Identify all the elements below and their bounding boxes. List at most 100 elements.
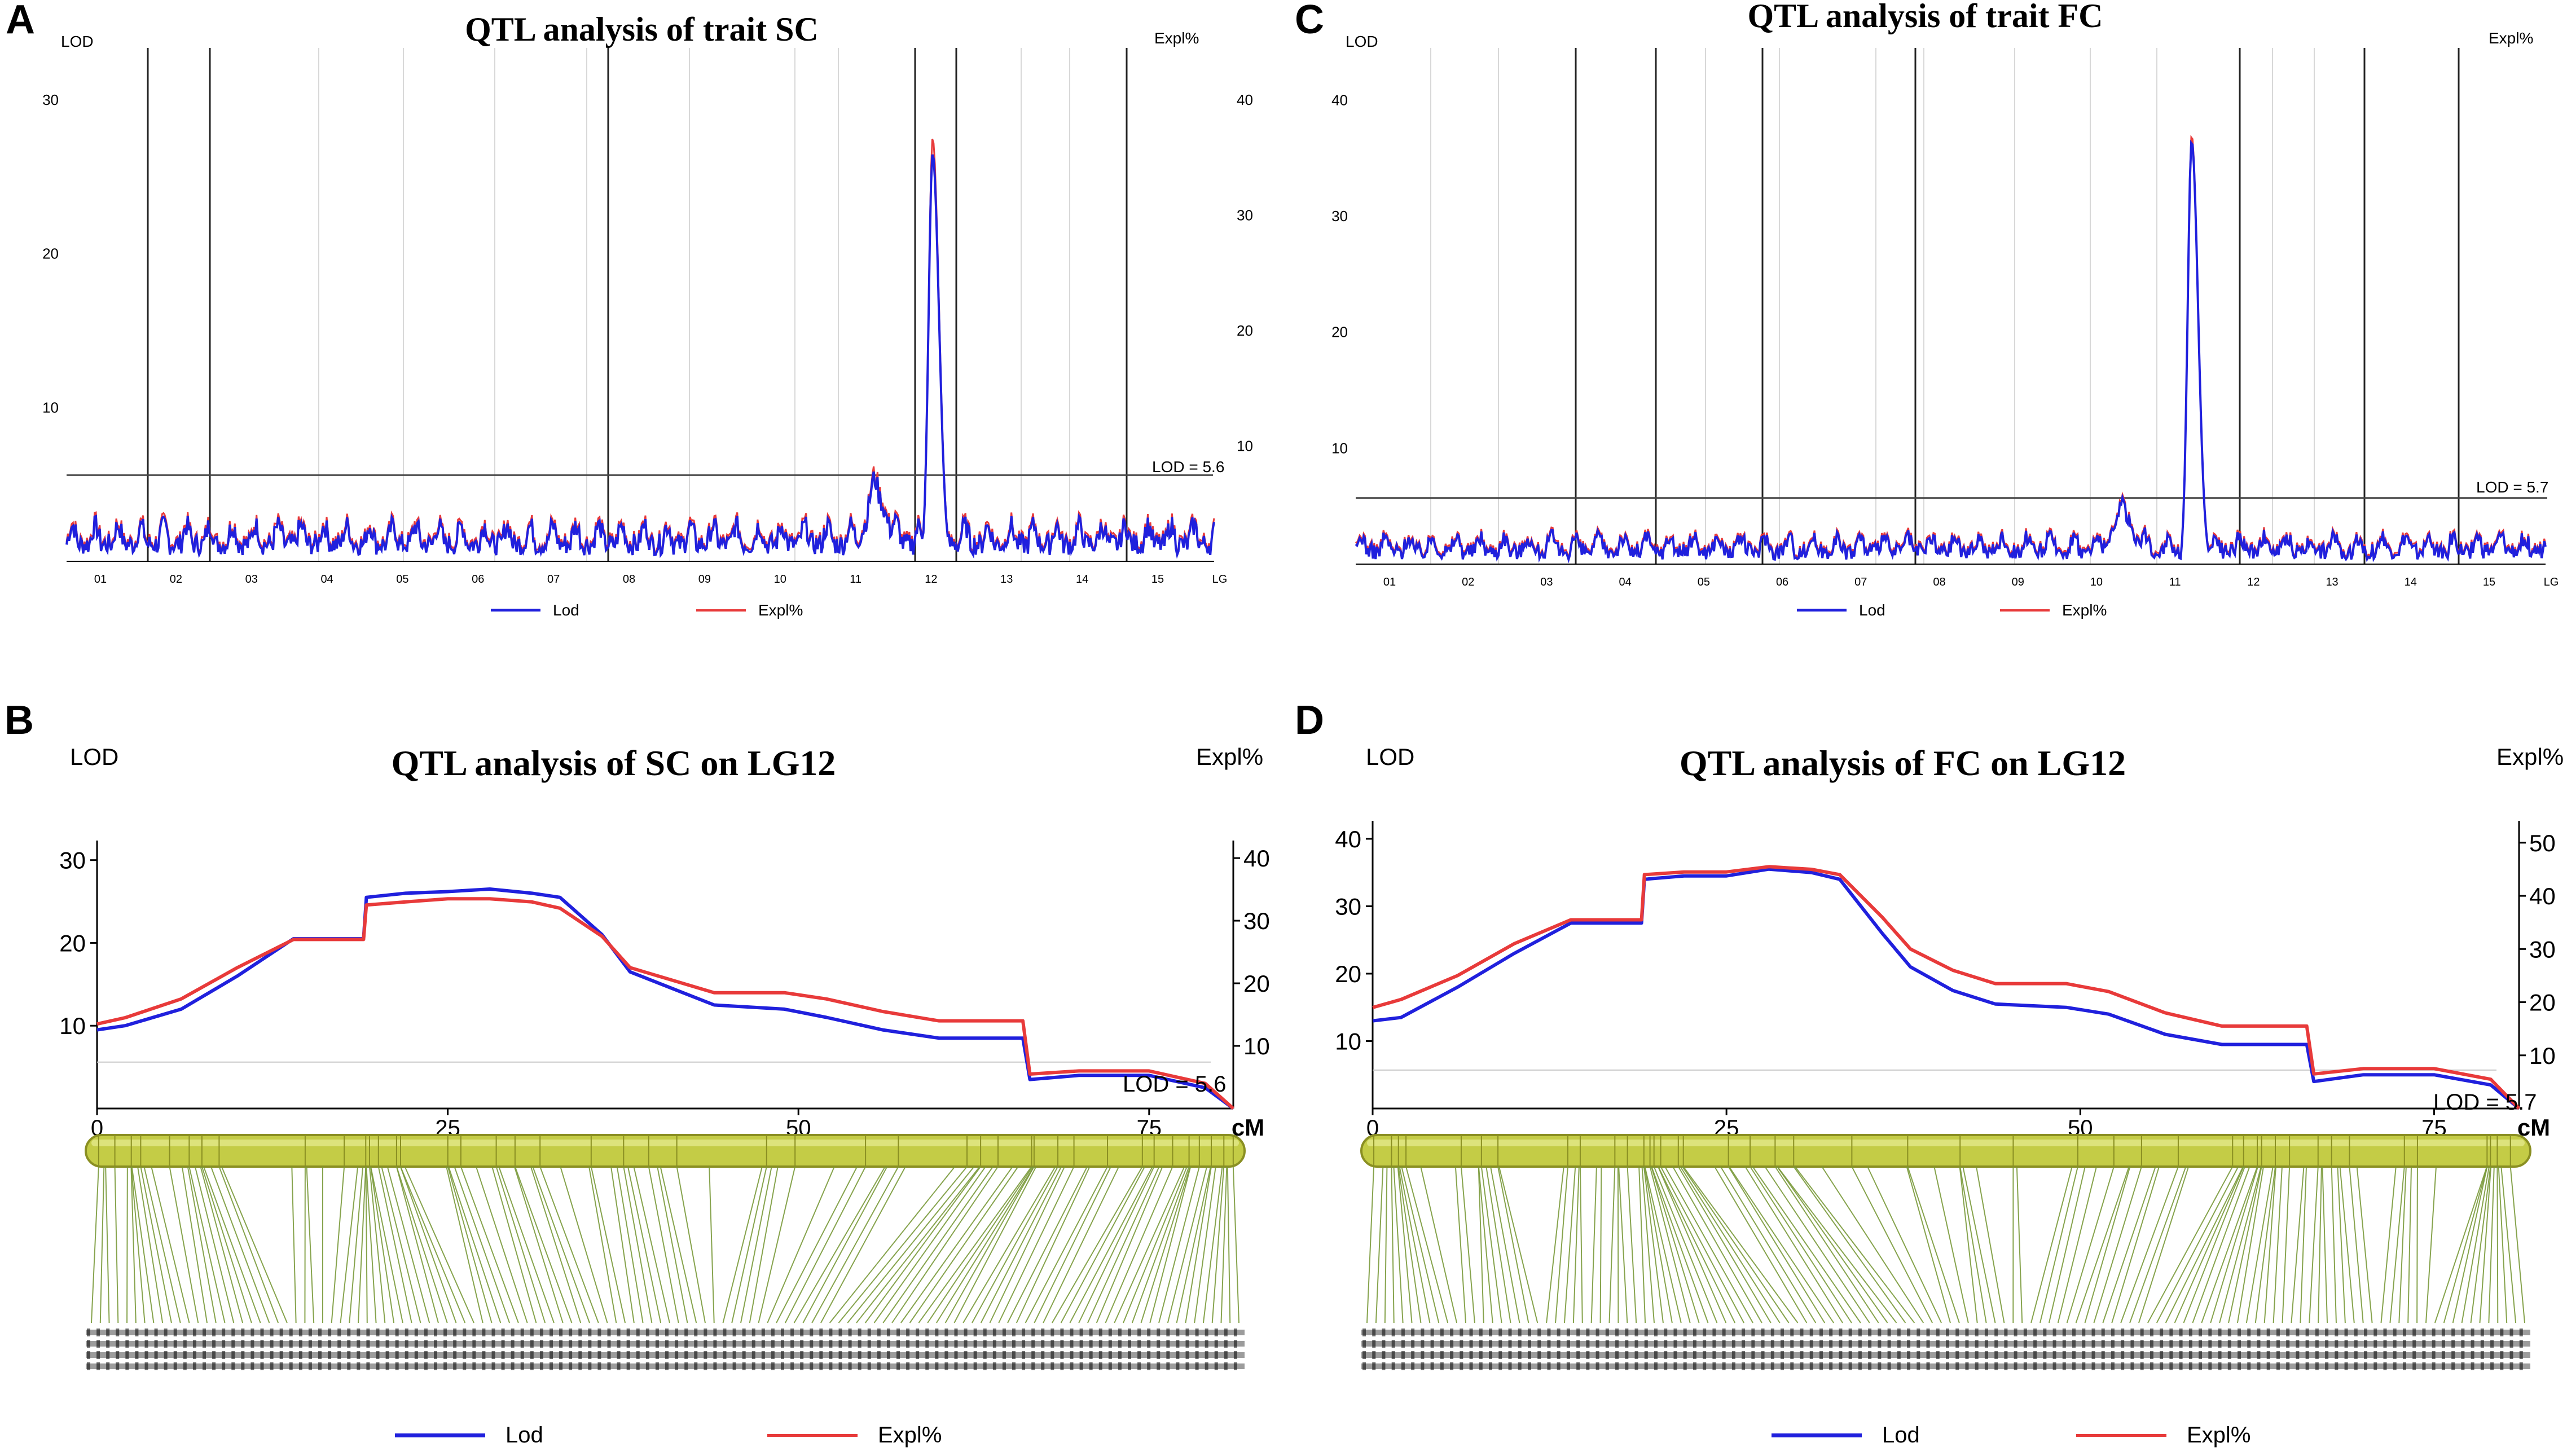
marker-name-glyph xyxy=(1508,1329,1512,1336)
marker-link-line xyxy=(1202,1166,1223,1323)
marker-name-glyph xyxy=(810,1340,814,1348)
marker-name-glyph xyxy=(1498,1362,1502,1370)
marker-name-glyph xyxy=(1742,1351,1746,1359)
marker-name-glyph xyxy=(800,1340,804,1348)
marker-link-line xyxy=(2309,1166,2319,1323)
marker-name-glyph xyxy=(2111,1340,2115,1348)
marker-link-line xyxy=(1007,1166,1088,1323)
marker-name-glyph xyxy=(1615,1340,1619,1348)
marker-name-glyph xyxy=(1586,1329,1590,1336)
marker-name-glyph xyxy=(222,1340,226,1348)
x-tick-label: LG xyxy=(1212,573,1228,586)
marker-name-glyph xyxy=(1440,1329,1444,1336)
marker-name-glyph xyxy=(2014,1351,2017,1359)
marker-name-glyph xyxy=(2471,1362,2474,1370)
marker-name-glyph xyxy=(260,1362,264,1370)
marker-link-line xyxy=(2210,1166,2259,1323)
marker-name-glyph xyxy=(954,1340,958,1348)
marker-link-line xyxy=(1617,1166,1619,1323)
x-tick-label: 11 xyxy=(850,573,861,586)
marker-name-glyph xyxy=(617,1362,621,1370)
marker-name-glyph xyxy=(1233,1351,1237,1359)
marker-name-glyph xyxy=(2286,1362,2290,1370)
marker-link-line xyxy=(2356,1166,2373,1323)
marker-link-line xyxy=(1194,1166,1216,1323)
marker-name-glyph xyxy=(1887,1329,1891,1336)
marker-link-line xyxy=(873,1166,986,1323)
marker-name-glyph xyxy=(1527,1329,1531,1336)
marker-name-glyph xyxy=(357,1351,361,1359)
marker-name-glyph xyxy=(1878,1351,1882,1359)
marker-name-glyph xyxy=(2335,1351,2339,1359)
marker-name-glyph xyxy=(2130,1351,2134,1359)
marker-name-glyph xyxy=(1703,1340,1707,1348)
marker-name-glyph xyxy=(2150,1329,2153,1336)
marker-name-glyph xyxy=(2461,1340,2465,1348)
marker-name-glyph xyxy=(173,1362,177,1370)
marker-name-glyph xyxy=(925,1340,929,1348)
marker-name-glyph xyxy=(376,1329,380,1336)
marker-name-glyph xyxy=(1984,1340,1988,1348)
marker-name-glyph xyxy=(87,1329,90,1336)
marker-name-glyph xyxy=(2130,1329,2134,1336)
marker-name-glyph xyxy=(2412,1351,2416,1359)
marker-name-glyph xyxy=(1401,1362,1405,1370)
marker-link-line xyxy=(2443,1166,2488,1323)
marker-name-glyph xyxy=(761,1329,765,1336)
marker-name-glyph xyxy=(308,1340,312,1348)
marker-name-glyph xyxy=(2238,1329,2241,1336)
marker-name-glyph xyxy=(116,1329,120,1336)
marker-name-glyph xyxy=(1166,1340,1170,1348)
marker-name-glyph xyxy=(800,1362,804,1370)
marker-name-glyph xyxy=(414,1340,418,1348)
marker-name-glyph xyxy=(491,1329,495,1336)
y-tick-left: 30 xyxy=(59,847,86,874)
marker-name-glyph xyxy=(1362,1329,1366,1336)
marker-name-glyph xyxy=(1537,1340,1541,1348)
marker-name-glyph xyxy=(1742,1340,1746,1348)
marker-name-glyph xyxy=(1079,1329,1083,1336)
marker-name-glyph xyxy=(328,1329,332,1336)
marker-name-glyph xyxy=(2004,1329,2008,1336)
marker-name-glyph xyxy=(1166,1329,1170,1336)
marker-name-glyph xyxy=(1031,1340,1035,1348)
marker-name-glyph xyxy=(1382,1340,1386,1348)
marker-link-line xyxy=(627,1166,662,1323)
y-tick-right: 30 xyxy=(1243,908,1270,934)
marker-name-glyph xyxy=(935,1329,939,1336)
marker-name-glyph xyxy=(1946,1329,1949,1336)
x-tick-label: 01 xyxy=(94,573,107,586)
marker-name-glyph xyxy=(1391,1329,1395,1336)
marker-name-glyph xyxy=(2023,1329,2027,1336)
marker-name-glyph xyxy=(1615,1329,1619,1336)
marker-name-glyph xyxy=(1147,1340,1151,1348)
marker-name-glyph xyxy=(1673,1329,1677,1336)
marker-name-glyph xyxy=(1098,1351,1102,1359)
marker-link-line xyxy=(776,1166,858,1323)
marker-name-glyph xyxy=(2043,1329,2047,1336)
legend-expl: Expl% xyxy=(767,1422,942,1448)
marker-name-glyph xyxy=(1878,1329,1882,1336)
marker-link-line xyxy=(2349,1166,2364,1323)
marker-name-glyph xyxy=(2286,1351,2290,1359)
marker-name-glyph xyxy=(1031,1362,1035,1370)
marker-name-glyph xyxy=(2247,1351,2251,1359)
marker-name-glyph xyxy=(279,1351,283,1359)
threshold-label: LOD = 5.6 xyxy=(1152,458,1225,476)
marker-name-glyph xyxy=(742,1351,746,1359)
marker-name-glyph xyxy=(1984,1351,1988,1359)
marker-link-line xyxy=(1680,1166,1781,1323)
marker-name-glyph xyxy=(896,1362,900,1370)
marker-name-glyph xyxy=(520,1362,524,1370)
marker-name-glyph xyxy=(1781,1329,1784,1336)
marker-link-line xyxy=(1480,1166,1502,1323)
marker-name-glyph xyxy=(289,1329,293,1336)
marker-name-glyph xyxy=(414,1329,418,1336)
marker-name-glyph xyxy=(559,1351,563,1359)
marker-name-glyph xyxy=(886,1362,890,1370)
marker-name-glyph xyxy=(1770,1340,1774,1348)
marker-name-glyph xyxy=(925,1362,929,1370)
marker-name-glyph xyxy=(2364,1329,2368,1336)
marker-name-glyph xyxy=(2082,1340,2086,1348)
marker-name-glyph xyxy=(2315,1351,2319,1359)
